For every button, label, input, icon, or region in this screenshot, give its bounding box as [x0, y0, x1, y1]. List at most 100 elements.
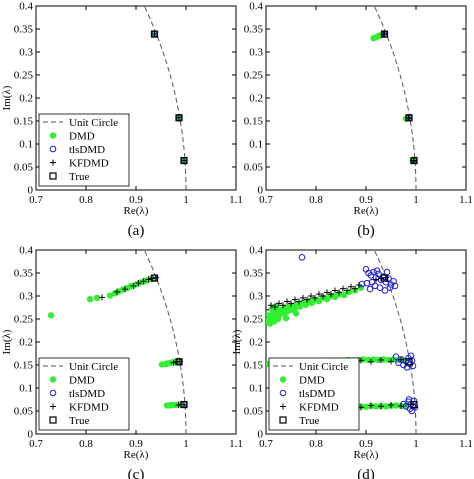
plot-area [370, 6, 418, 190]
x-tick-label: 0.9 [359, 194, 373, 206]
legend-label-unit_circle: Unit Circle [69, 117, 118, 129]
legend-marker-true [49, 172, 57, 180]
legend-label-true: True [299, 415, 319, 427]
plot-area [47, 250, 188, 434]
kfdmd-point [378, 356, 384, 363]
kfdmd-point [378, 403, 384, 410]
true-point [405, 114, 413, 122]
dmd-point [292, 310, 300, 317]
kfdmd-point [280, 302, 286, 309]
x-tick-label: 1.1 [229, 194, 243, 206]
x-axis-label: Re(λ) [354, 449, 379, 461]
kfdmd-point [368, 358, 374, 365]
x-tick-label: 1.1 [459, 438, 473, 450]
kfdmd-point [356, 281, 362, 288]
kfdmd-point [368, 402, 374, 409]
legend-label-tls: tlsDMD [69, 144, 105, 156]
y-tick-label: 0.3 [249, 291, 263, 303]
y-tick-label: 0.35 [244, 268, 264, 280]
legend-label-dmd: DMD [69, 131, 95, 143]
kfdmd-point [348, 283, 354, 290]
y-tick-label: 0.3 [249, 47, 263, 59]
x-axis-label: Re(λ) [354, 205, 379, 217]
dmd-point [282, 314, 290, 322]
kfdmd-point [122, 286, 128, 293]
legend-label-dmd: DMD [69, 375, 95, 387]
legend-marker-tls [49, 389, 57, 397]
kfdmd-point [268, 302, 274, 309]
y-tick-label: 0.2 [249, 337, 263, 349]
kfdmd-point [130, 282, 137, 289]
x-tick-label: 1.1 [229, 438, 243, 450]
y-tick-label: 0.35 [14, 268, 34, 280]
kfdmd-point [145, 276, 152, 283]
kfdmd-point [344, 287, 350, 294]
tlsdmd-point [391, 282, 399, 290]
true-point [175, 114, 183, 122]
dmd-point [274, 315, 282, 323]
series-true [380, 274, 418, 409]
kfdmd-point [340, 285, 346, 292]
tlsdmd-point [375, 270, 382, 278]
legend-label-kf: KFDMD [299, 402, 339, 414]
true-point [410, 156, 418, 165]
dmd-point [360, 356, 367, 363]
y-tick-label: 0.4 [19, 245, 33, 257]
y-tick-label: 0 [28, 429, 34, 441]
dmd-point [272, 302, 280, 310]
x-tick-label: 0.7 [29, 194, 43, 206]
kfdmd-point [381, 31, 388, 38]
y-tick-label: 0.1 [249, 383, 263, 395]
legend-label-kf: KFDMD [69, 158, 109, 170]
y-axis-label: Im(λ) [1, 85, 13, 110]
y-tick-label: 0.4 [19, 1, 33, 13]
panel-label: (a) [128, 223, 145, 239]
kfdmd-point [292, 296, 298, 303]
dmd-point [86, 296, 94, 303]
dmd-point [93, 294, 101, 302]
y-tick-label: 0.1 [249, 139, 263, 151]
kfdmd-point [135, 280, 142, 287]
x-axis-label: Re(λ) [124, 205, 149, 217]
x-tick-label: 0.7 [259, 438, 273, 450]
true-point [175, 358, 183, 366]
dmd-point [382, 403, 390, 410]
y-axis-label: Im(λ) [1, 329, 13, 354]
legend-label-tls: tlsDMD [69, 388, 105, 400]
kfdmd-point [151, 31, 158, 38]
dmd-point [372, 403, 380, 410]
tlsdmd-point [373, 267, 381, 275]
chart-panel-4: 0.7 0.8 0.9 1 1.1 0 0.05 0.1 0.15 0.2 0.25 0.3 0.35 0… [231, 245, 473, 479]
y-tick-label: 0.25 [14, 70, 34, 82]
dmd-point [340, 291, 348, 299]
kfdmd-point [398, 356, 404, 363]
legend-label-unit_circle: Unit Circle [299, 361, 348, 373]
y-tick-label: 0.25 [244, 70, 264, 82]
plot-frame [265, 5, 467, 191]
kfdmd-point [373, 276, 379, 283]
kfdmd-point [296, 298, 302, 305]
x-tick-label: 0.7 [259, 194, 273, 206]
legend-marker-kf [50, 159, 56, 166]
kfdmd-point [176, 114, 182, 121]
y-axis-label: Im(λ) [231, 329, 243, 354]
x-tick-label: 0.7 [29, 438, 43, 450]
tlsdmd-point [390, 277, 397, 285]
kfdmd-point [140, 278, 147, 285]
kfdmd-point [276, 300, 282, 307]
kfdmd-point [99, 294, 105, 301]
kfdmd-point [398, 402, 404, 409]
kfdmd-point [312, 294, 318, 301]
tlsdmd-point [409, 362, 417, 370]
kfdmd-point [308, 293, 314, 299]
y-tick-label: 0 [258, 185, 264, 197]
dmd-point [370, 356, 377, 363]
true-point [380, 274, 389, 282]
kfdmd-point [300, 294, 306, 301]
tlsdmd-point [366, 285, 374, 293]
y-tick-label: 0.4 [249, 245, 263, 257]
x-tick-label: 1 [413, 438, 419, 450]
